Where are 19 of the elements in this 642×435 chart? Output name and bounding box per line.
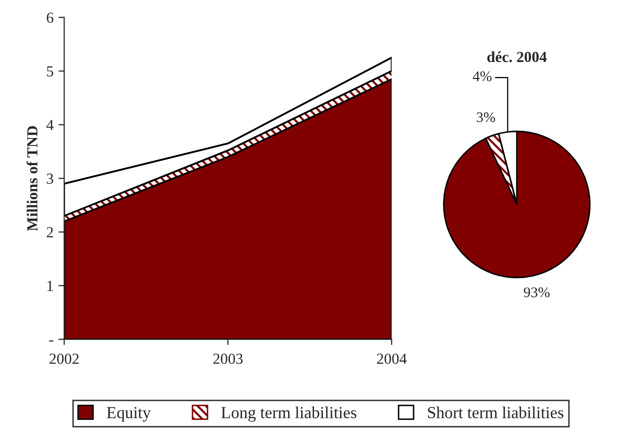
chart-title: déc. 2004 xyxy=(487,51,547,62)
y-axis-title: Millions of TND xyxy=(26,126,38,232)
legend-label: Short term liabilities xyxy=(428,406,564,418)
legend-label: Long term liabilities xyxy=(221,406,356,422)
y-tick-label: 5 xyxy=(47,66,54,76)
y-tick-label: - xyxy=(49,340,54,342)
x-tick-label: 2003 xyxy=(213,354,243,364)
x-tick-label: 2002 xyxy=(50,354,79,364)
y-tick-label: 4 xyxy=(46,120,54,130)
y-tick-label: 3 xyxy=(46,174,54,184)
y-tick-label: 2 xyxy=(46,227,53,238)
pie-slice xyxy=(443,130,591,278)
data-label: 3% xyxy=(476,112,496,122)
x-tick-label: 2004 xyxy=(377,354,407,364)
data-label: 93% xyxy=(524,287,550,298)
y-tick-label: 6 xyxy=(46,12,54,23)
data-label: 4% xyxy=(472,71,492,82)
legend-label: Equity xyxy=(106,407,151,422)
y-tick-label: 1 xyxy=(47,280,53,291)
